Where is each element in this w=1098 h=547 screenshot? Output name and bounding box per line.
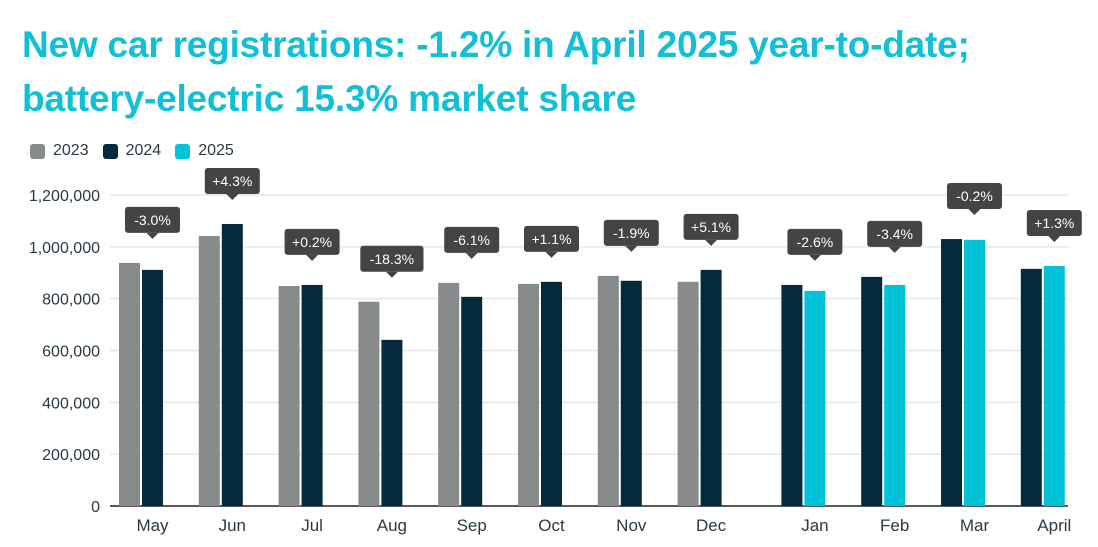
legend-label-2023: 2023 — [53, 142, 89, 159]
change-label-pointer — [385, 271, 398, 278]
change-label: -1.9% — [613, 225, 650, 241]
change-label-box — [284, 228, 340, 255]
legend-label-2025: 2025 — [198, 142, 234, 159]
bar-2025-mar — [964, 239, 985, 507]
change-label-box — [524, 225, 579, 252]
x-tick-label: Jun — [219, 516, 246, 535]
legend-swatch-2024 — [102, 143, 118, 159]
legend-item-2025: 2025 — [175, 142, 234, 160]
change-label: -2.6% — [797, 234, 834, 250]
bar-2024-jun — [221, 224, 243, 506]
bar-2023-nov — [597, 275, 619, 506]
x-tick-label: Oct — [538, 516, 565, 535]
x-tick-label: Sep — [457, 516, 487, 535]
bar-2024-jul — [301, 284, 323, 506]
change-label-box — [1026, 210, 1082, 237]
x-tick-label: Aug — [377, 516, 407, 535]
y-tick-label: 1,000,000 — [29, 240, 100, 257]
change-label: -3.0% — [134, 212, 171, 228]
x-tick-label: Jul — [301, 516, 323, 535]
change-label-pointer — [625, 245, 638, 252]
bar-2025-april — [1043, 266, 1065, 506]
y-tick-label: 200,000 — [42, 447, 100, 464]
x-tick-label: Feb — [880, 516, 909, 535]
change-label: +0.2% — [292, 234, 332, 250]
change-label-box — [947, 183, 1002, 210]
x-tick-label: Dec — [696, 516, 727, 535]
bar-2025-jan — [804, 290, 826, 506]
change-label: +1.3% — [1034, 215, 1074, 231]
bar-2024-april — [1020, 268, 1042, 506]
change-label-pointer — [465, 252, 478, 259]
bar-2023-oct — [518, 283, 539, 506]
change-label-pointer — [808, 254, 821, 261]
bar-2024-mar — [941, 239, 962, 506]
legend-item-2024: 2024 — [102, 142, 162, 160]
y-tick-label: 400,000 — [42, 395, 100, 412]
change-label-box — [444, 226, 500, 253]
change-label-box — [204, 168, 260, 195]
change-label-pointer — [888, 246, 901, 253]
bar-2023-aug — [358, 301, 380, 506]
change-label-box — [683, 213, 739, 240]
change-label-box — [360, 245, 424, 272]
bar-2023-jul — [278, 285, 300, 506]
bar-2024-dec — [700, 269, 722, 506]
bar-2025-feb — [884, 284, 906, 506]
change-label-box — [787, 228, 843, 255]
change-label: +4.3% — [212, 173, 252, 189]
legend-label-2024: 2024 — [125, 142, 162, 159]
change-label-box — [125, 206, 180, 233]
change-label: -18.3% — [370, 251, 414, 267]
change-label-pointer — [146, 232, 159, 239]
change-label-pointer — [306, 254, 319, 261]
bar-2024-may — [142, 269, 163, 506]
legend-item-2023: 2023 — [30, 142, 89, 160]
chart-title: New car registrations: -1.2% in April 20… — [22, 24, 970, 119]
bar-2024-nov — [620, 280, 642, 506]
bar-2024-aug — [381, 339, 403, 506]
y-tick-label: 1,200,000 — [29, 188, 100, 205]
change-label: -0.2% — [956, 188, 993, 204]
bar-2024-oct — [541, 281, 562, 506]
change-label: -6.1% — [453, 232, 490, 248]
x-tick-label: Jan — [801, 516, 828, 535]
y-tick-label: 800,000 — [42, 292, 100, 309]
y-tick-label: 600,000 — [42, 344, 100, 361]
change-label-pointer — [226, 194, 239, 201]
bar-2024-sep — [461, 296, 483, 506]
x-tick-label: May — [136, 516, 169, 535]
x-tick-label: April — [1037, 516, 1071, 535]
x-tick-label: Mar — [960, 516, 990, 535]
legend-swatch-2023 — [30, 143, 45, 159]
change-label-pointer — [545, 251, 558, 258]
x-tick-label: Nov — [616, 516, 647, 535]
change-label: -3.4% — [876, 226, 913, 242]
change-label-pointer — [1048, 236, 1061, 243]
change-label-box — [867, 220, 923, 247]
legend: 2023 2024 2025 — [30, 142, 234, 160]
change-label: +1.1% — [531, 231, 571, 247]
change-label-pointer — [705, 239, 718, 246]
bar-2024-feb — [861, 276, 883, 506]
y-tick-label: 0 — [91, 499, 100, 516]
legend-swatch-2025 — [175, 143, 191, 159]
change-label-pointer — [968, 209, 981, 216]
bar-2023-sep — [438, 282, 460, 506]
bar-2024-jan — [781, 284, 803, 506]
bar-2023-jun — [198, 235, 220, 506]
bar-2023-dec — [677, 281, 699, 506]
change-label: +5.1% — [691, 219, 731, 235]
change-label-box — [603, 219, 659, 246]
bar-2023-may — [119, 262, 140, 506]
